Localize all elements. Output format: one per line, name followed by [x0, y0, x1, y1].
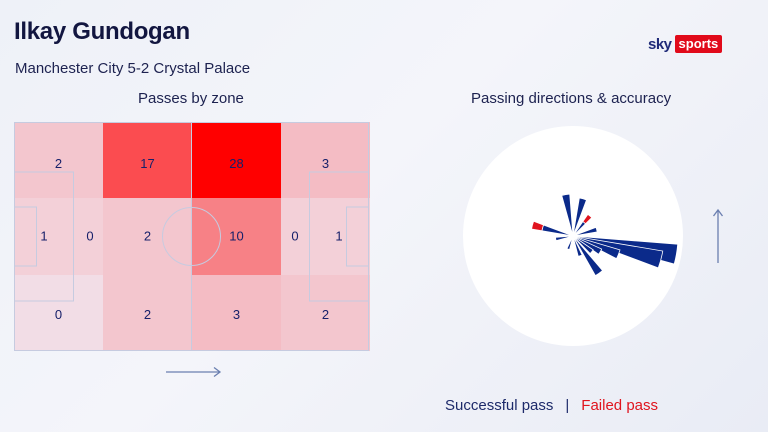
- rose-wedge-failed: [531, 220, 545, 232]
- zones-panel-title: Passes by zone: [138, 90, 244, 107]
- zone-value-label: 1: [40, 229, 47, 244]
- rose-wedge-successful: [566, 235, 574, 251]
- logo-sports-text: sports: [674, 35, 723, 53]
- zone-cell-0-1: [103, 122, 192, 198]
- legend-separator: |: [565, 397, 570, 414]
- zone-cell-2-3: [281, 275, 370, 351]
- zone-cell-2-1: [103, 275, 192, 351]
- attack-direction-right-icon: [166, 366, 222, 378]
- zone-cell-1-3: [281, 198, 370, 275]
- zone-cell-1-2: [192, 198, 281, 275]
- rose-wedge-successful: [572, 197, 587, 237]
- zone-value-label: 2: [55, 156, 62, 171]
- directions-panel-title: Passing directions & accuracy: [471, 90, 672, 107]
- zone-value-label: 3: [322, 156, 329, 171]
- zone-value-label: 1: [335, 229, 342, 244]
- rose-wedge-successful: [572, 235, 594, 255]
- zone-heatmap: 2 17 28 31 0 2 10 0 10 2 3 2: [14, 122, 370, 351]
- rose-wedge-successful: [572, 235, 583, 257]
- rose-wedge-failed: [582, 213, 593, 225]
- zone-cell-2-0: [14, 275, 103, 351]
- legend-failed: Failed pass: [581, 397, 659, 414]
- zone-value-label: 0: [86, 229, 93, 244]
- zone-value-label: 17: [140, 156, 154, 171]
- match-result: Manchester City 5-2 Crystal Palace: [15, 60, 251, 77]
- rose-wedge-successful: [555, 235, 574, 242]
- rose-wedge-successful: [561, 193, 574, 237]
- legend-successful: Successful pass: [445, 397, 554, 414]
- zone-cell-0-0: [14, 122, 103, 198]
- zone-value-label: 28: [229, 156, 243, 171]
- attack-direction-up-icon: [712, 208, 724, 263]
- zone-value-label: 0: [291, 229, 298, 244]
- zone-value-label: 0: [55, 307, 62, 322]
- zone-cell-0-3: [281, 122, 370, 198]
- zone-value-label: 2: [144, 307, 151, 322]
- rose-wedge-successful: [572, 226, 598, 237]
- passing-rose: [463, 126, 683, 346]
- zone-value-label: 3: [233, 307, 240, 322]
- zone-cell-2-2: [192, 275, 281, 351]
- rose-wedge-successful: [572, 235, 604, 277]
- zone-cell-1-0: [14, 198, 103, 275]
- zone-value-label: 2: [322, 307, 329, 322]
- zone-value-label: 2: [144, 229, 151, 244]
- zone-cell-0-2: [192, 122, 281, 198]
- zone-value-label: 10: [229, 229, 243, 244]
- player-name: Ilkay Gundogan: [14, 18, 190, 45]
- legend: Successful pass | Failed pass: [445, 397, 658, 414]
- sky-sports-logo: sky sports: [648, 35, 723, 53]
- logo-sky-text: sky: [648, 35, 672, 53]
